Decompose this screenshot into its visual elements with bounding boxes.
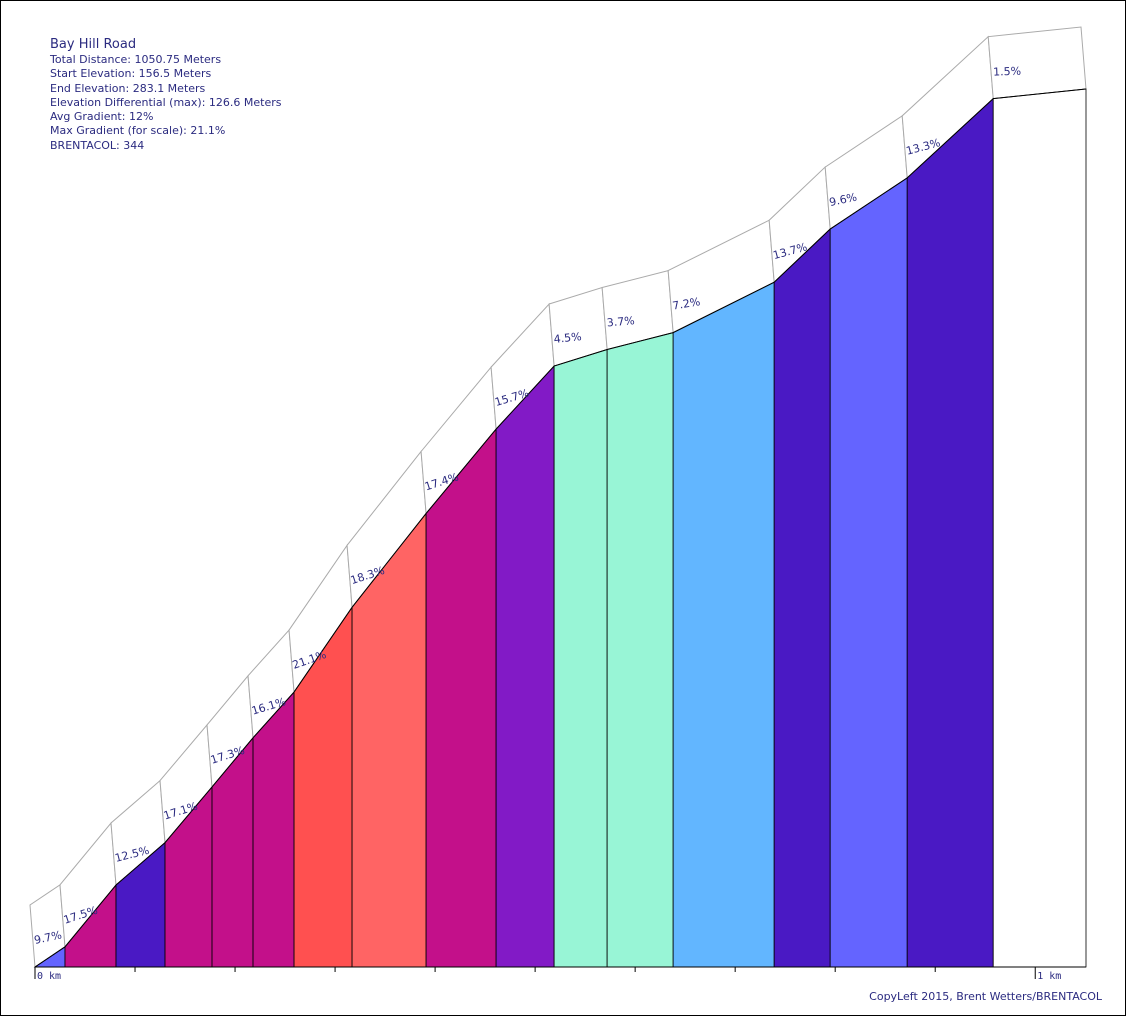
segment-bar [829,177,908,968]
route-title: Bay Hill Road [50,37,137,52]
profile-line [34,88,1087,968]
segment-bar [553,348,608,968]
segment-lid [987,26,1087,100]
segment-bar [992,88,1087,968]
total-distance: Total Distance: 1050.75 Meters [50,53,222,66]
end-elevation: End Elevation: 283.1 Meters [50,81,206,95]
segment-bar [252,691,295,968]
segment-bar [606,332,674,968]
segment-bar [425,427,497,968]
segment-bar [495,365,555,968]
max-gradient: Max Gradient (for scale): 21.1% [50,124,226,138]
elevation-differential: Elevation Differential (max): 126.6 Mete… [50,95,282,109]
gradient-label: 9.6% [828,191,858,209]
segment-bar [906,97,994,968]
stats-block: Bay Hill Road Total Distance: 1050.75 Me… [50,37,281,153]
x-tick-label: 1 km [1037,971,1061,982]
avg-gradient: Avg Gradient: 12% [50,110,154,124]
gradient-label: 4.5% [553,330,582,346]
gradient-label: 1.5% [993,65,1021,79]
brentacol-score: BRENTACOL: 344 [50,138,145,152]
segment-bar [773,228,831,968]
gradient-label: 7.2% [672,295,702,312]
x-tick-label: 0 km [37,971,61,982]
copyright-notice: CopyLeft 2015, Brent Wetters/BRENTACOL [869,990,1102,1003]
start-elevation: Start Elevation: 156.5 Meters [50,67,212,81]
segment-bar [672,281,775,968]
gradient-label: 9.7% [33,928,63,946]
gradient-label: 3.7% [606,314,635,329]
